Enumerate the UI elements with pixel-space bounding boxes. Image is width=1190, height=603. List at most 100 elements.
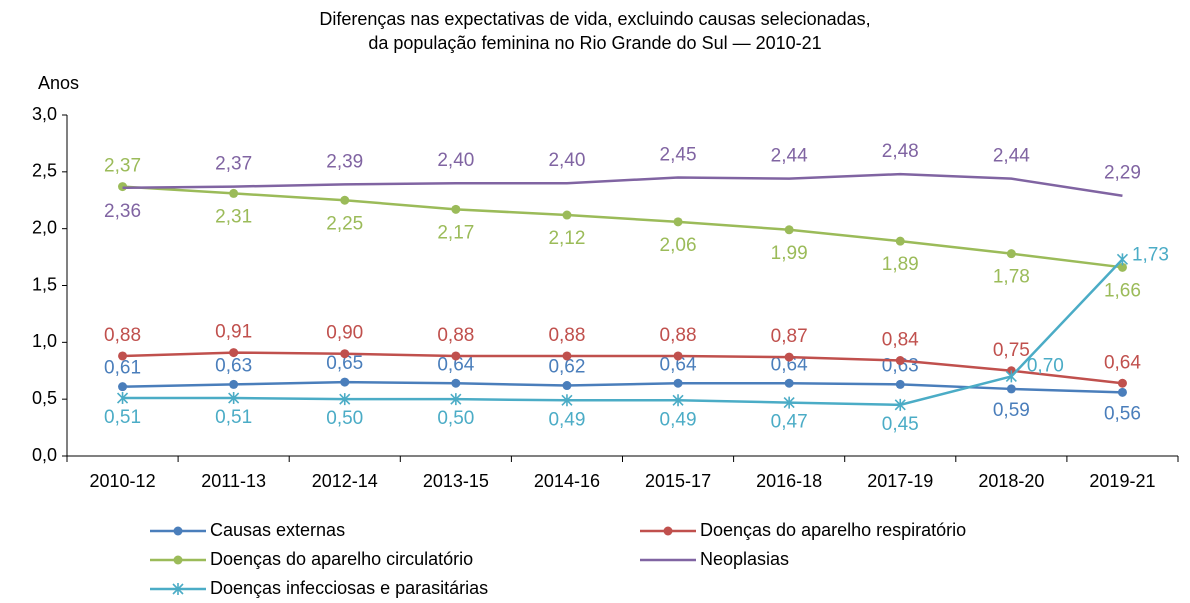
y-tick-label: 1,0 [32,331,57,351]
y-tick-label: 3,0 [32,104,57,124]
legend-label: Doenças do aparelho respiratório [700,520,966,540]
x-tick-label: 2016-18 [756,471,822,491]
marker [1117,378,1127,388]
value-label: 2,29 [1104,163,1141,184]
x-tick-label: 2012-14 [312,471,378,491]
marker [895,356,905,366]
marker [450,393,462,406]
value-label: 0,87 [771,326,808,347]
value-label: 2,25 [326,213,363,234]
value-label: 2,17 [437,222,474,243]
marker [672,394,684,407]
marker [118,382,128,392]
legend-label: Doenças do aparelho circulatório [210,549,473,569]
marker [663,526,673,536]
value-label: 0,90 [326,323,363,344]
value-label: 1,73 [1132,244,1169,265]
legend-label: Neoplasias [700,549,789,569]
marker [784,225,794,235]
value-label: 2,40 [548,150,585,171]
value-label: 2,37 [104,156,141,177]
marker [340,195,350,205]
x-tick-label: 2015-17 [645,471,711,491]
marker [784,378,794,388]
marker [339,393,351,406]
marker [340,377,350,387]
value-label: 0,59 [993,400,1030,421]
value-label: 0,88 [104,325,141,346]
value-label: 2,45 [660,145,697,166]
value-label: 0,75 [993,340,1030,361]
series-line [122,380,1123,394]
value-label: 2,44 [771,146,808,167]
value-label: 0,45 [882,414,919,435]
marker [784,352,794,362]
value-label: 0,62 [548,357,585,378]
x-tick-label: 2014-16 [534,471,600,491]
marker [562,351,572,361]
value-label: 0,51 [104,407,141,428]
marker [1117,262,1127,272]
value-label: 0,50 [326,408,363,429]
x-tick-label: 2013-15 [423,471,489,491]
marker [116,392,129,405]
value-label: 0,88 [437,325,474,346]
value-label: 2,44 [993,146,1030,167]
marker [1005,370,1017,383]
value-label: 2,39 [326,151,363,172]
value-label: 0,47 [771,412,808,433]
marker [562,210,572,220]
marker [229,348,239,358]
marker [1116,253,1129,266]
y-axis-label: Anos [38,73,79,93]
series-line [122,351,1123,385]
value-label: 0,51 [215,407,252,428]
marker [451,204,461,214]
value-label: 2,36 [104,201,141,222]
value-label: 0,88 [660,325,697,346]
y-tick-label: 2,0 [32,217,57,237]
x-tick-label: 2019-21 [1089,471,1155,491]
value-label: 1,66 [1104,280,1141,301]
series-line [122,172,1123,197]
value-label: 1,89 [882,254,919,275]
x-tick-label: 2011-13 [201,471,266,491]
value-label: 0,91 [215,322,252,343]
value-label: 0,64 [437,354,474,375]
value-label: 2,48 [882,141,919,162]
marker [173,555,183,565]
legend-label: Causas externas [210,520,345,540]
marker [340,349,350,359]
marker [229,188,239,198]
value-label: 0,64 [1104,352,1141,373]
marker [783,396,795,409]
value-label: 0,61 [104,358,141,379]
legend-label: Doenças infecciosas e parasitárias [210,578,488,598]
value-label: 2,12 [548,228,585,249]
marker [451,378,461,388]
series-line [122,185,1123,269]
value-label: 1,78 [993,267,1030,288]
marker [451,351,461,361]
marker [894,398,906,411]
value-label: 1,99 [771,243,808,264]
marker [1117,387,1127,397]
series-line [122,258,1124,407]
value-label: 0,50 [437,408,474,429]
marker [895,379,905,389]
marker [895,236,905,246]
x-tick-label: 2018-20 [978,471,1044,491]
value-label: 2,40 [437,150,474,171]
value-label: 0,65 [326,353,363,374]
value-label: 0,49 [548,409,585,430]
value-label: 2,37 [215,154,252,175]
value-label: 0,63 [215,355,252,376]
value-label: 2,06 [660,235,697,256]
marker [673,351,683,361]
value-label: 0,64 [771,354,808,375]
value-label: 0,88 [548,325,585,346]
value-label: 0,56 [1104,403,1141,424]
chart-title: Diferenças nas expectativas de vida, exc… [319,9,870,29]
